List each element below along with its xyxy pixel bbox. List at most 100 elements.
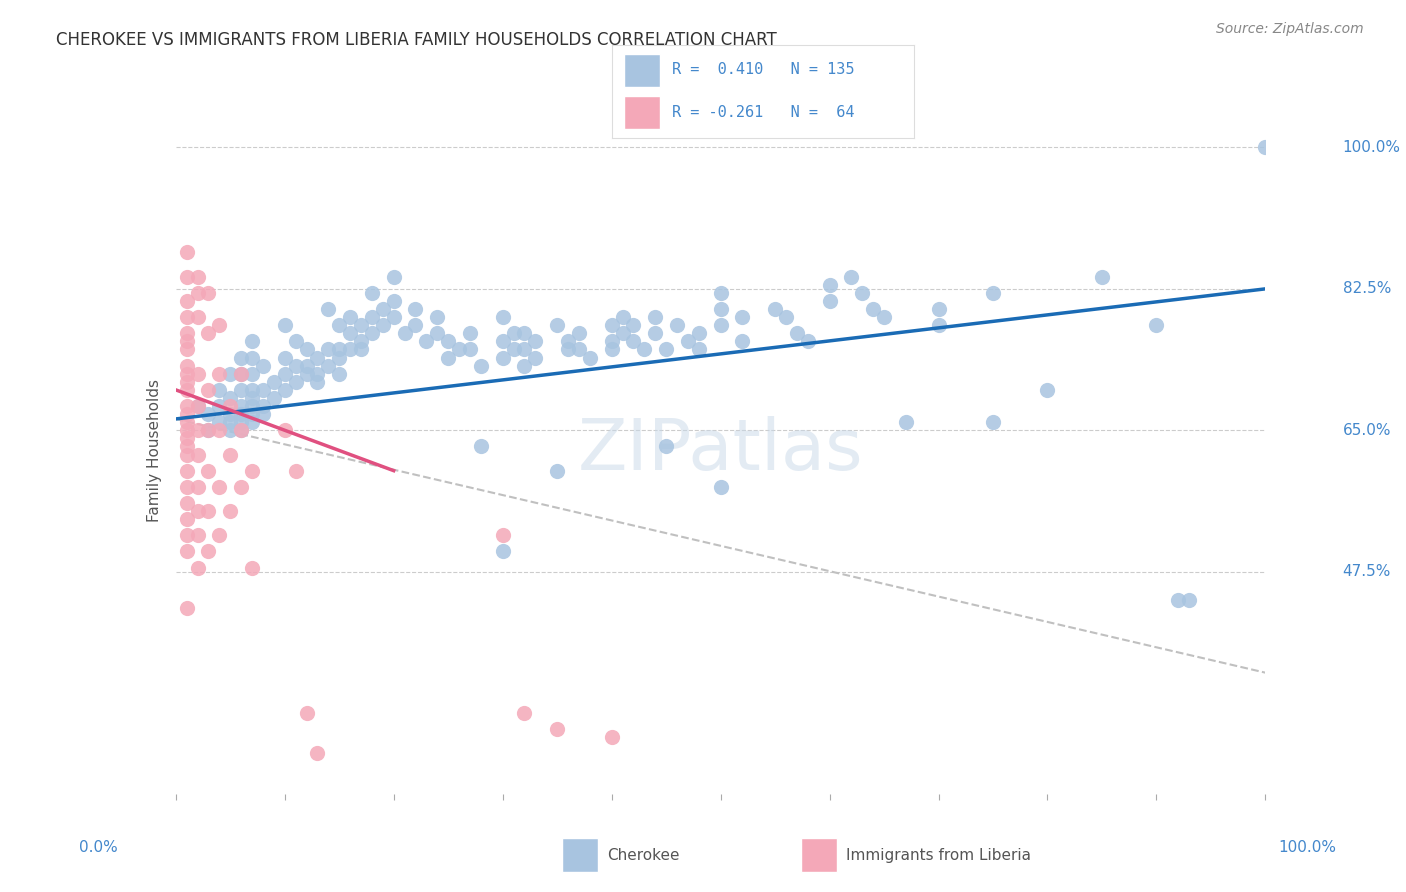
Point (546, 318, 568, 333)
Text: Immigrants from Liberia: Immigrants from Liberia (846, 848, 1032, 863)
Point (208, 423, 231, 437)
Point (360, 326, 382, 341)
Point (328, 343, 350, 357)
Text: 65.0%: 65.0% (1343, 423, 1391, 438)
Text: 100.0%: 100.0% (1343, 140, 1400, 155)
Point (633, 343, 655, 357)
Point (339, 343, 361, 357)
Point (307, 367, 329, 381)
Point (295, 706, 318, 720)
Text: 0.0%: 0.0% (79, 840, 118, 855)
Point (981, 415, 1004, 429)
Point (274, 351, 297, 365)
Point (197, 544, 219, 558)
Point (710, 480, 733, 494)
Point (655, 343, 678, 357)
Point (328, 367, 350, 381)
Point (274, 423, 297, 437)
Point (176, 245, 198, 260)
Point (360, 285, 382, 300)
Point (240, 367, 263, 381)
Point (231, 480, 253, 494)
FancyBboxPatch shape (624, 96, 659, 129)
Point (240, 464, 263, 478)
Point (818, 293, 841, 308)
Point (240, 560, 263, 574)
Point (841, 269, 863, 284)
Point (197, 407, 219, 421)
Point (928, 301, 950, 316)
Point (197, 504, 219, 518)
Point (231, 399, 253, 413)
Point (186, 423, 209, 437)
Point (557, 343, 579, 357)
Point (786, 326, 808, 341)
Point (240, 351, 263, 365)
Point (731, 310, 754, 325)
Point (208, 528, 231, 542)
Point (176, 383, 198, 397)
Point (208, 367, 231, 381)
Point (426, 310, 449, 325)
Point (644, 310, 666, 325)
Point (1178, 593, 1201, 607)
Point (644, 326, 666, 341)
Point (350, 334, 373, 349)
Point (318, 359, 340, 373)
Point (208, 399, 231, 413)
Text: 82.5%: 82.5% (1343, 281, 1391, 296)
Point (240, 415, 263, 429)
Text: ZIPatlas: ZIPatlas (578, 416, 863, 485)
Point (928, 318, 950, 333)
Point (186, 367, 209, 381)
Point (1036, 383, 1059, 397)
Point (775, 310, 797, 325)
Point (710, 318, 733, 333)
Point (1254, 140, 1277, 154)
Text: 47.5%: 47.5% (1343, 564, 1391, 579)
Point (186, 480, 209, 494)
Point (231, 407, 253, 421)
Point (415, 334, 437, 349)
Point (252, 407, 274, 421)
Point (513, 706, 536, 720)
Point (763, 301, 786, 316)
Point (492, 334, 515, 349)
Point (851, 285, 873, 300)
Point (382, 310, 405, 325)
Point (231, 383, 253, 397)
Point (873, 310, 896, 325)
Point (307, 747, 329, 761)
Point (186, 504, 209, 518)
Point (371, 318, 394, 333)
Point (240, 391, 263, 405)
Point (295, 359, 318, 373)
Point (176, 334, 198, 349)
Point (197, 326, 219, 341)
Point (710, 301, 733, 316)
Point (284, 334, 307, 349)
Point (655, 439, 678, 453)
Point (981, 285, 1004, 300)
Point (394, 326, 416, 341)
Point (176, 415, 198, 429)
Point (492, 310, 515, 325)
Point (426, 326, 449, 341)
Point (176, 343, 198, 357)
Point (621, 334, 644, 349)
Point (176, 293, 198, 308)
Point (492, 351, 515, 365)
Point (688, 326, 710, 341)
Point (176, 528, 198, 542)
Point (176, 375, 198, 389)
Point (186, 269, 209, 284)
Point (284, 375, 307, 389)
Point (470, 439, 492, 453)
Point (546, 723, 568, 737)
Point (612, 310, 634, 325)
FancyBboxPatch shape (624, 54, 659, 87)
Point (176, 310, 198, 325)
Point (382, 293, 405, 308)
Point (328, 351, 350, 365)
Point (676, 334, 699, 349)
